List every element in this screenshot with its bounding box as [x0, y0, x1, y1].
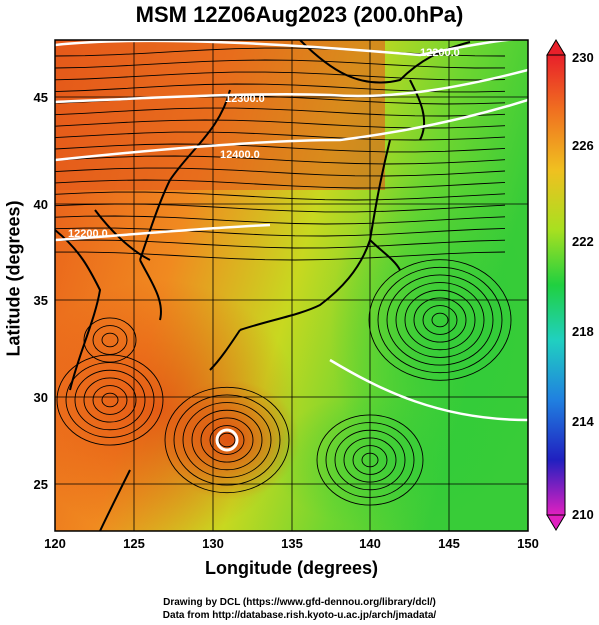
streamline [55, 191, 506, 201]
vortex-streamline [92, 385, 128, 415]
colorbar-bottom-arrow [546, 514, 566, 531]
contour-label-2: 12300.0 [225, 93, 265, 105]
contour-label-1: 12200.0 [420, 47, 460, 59]
vortex-streamline [361, 452, 379, 468]
plot-frame [54, 39, 529, 532]
map-title: MSM 12Z06Aug2023 (200.0hPa) [135, 2, 464, 27]
vortex-streamline [200, 417, 254, 463]
y-tick-label: 45 [34, 90, 48, 105]
colorbar-tick: 210 [572, 507, 594, 522]
x-tick-label: 140 [359, 536, 381, 551]
vortex-streamline [352, 445, 388, 475]
vortex-streamline [74, 369, 146, 431]
y-tick-label: 30 [34, 390, 48, 405]
colorbar-tick: 230 [572, 50, 594, 65]
colorbar-tick: 218 [572, 324, 594, 339]
streamline [55, 119, 506, 129]
height-contours [55, 40, 528, 422]
x-tick-label: 135 [281, 536, 303, 551]
vortex-streamline [334, 429, 406, 491]
streamline [55, 143, 506, 153]
streamline [55, 251, 506, 261]
y-tick-label: 40 [34, 197, 48, 212]
streamline [55, 107, 506, 117]
x-tick-label: 130 [202, 536, 224, 551]
vortex-streamline [173, 394, 281, 486]
y-tick-label: 35 [34, 293, 48, 308]
streamline [55, 71, 506, 81]
plot-area: 12200.0 12300.0 12400.0 12200.0 [55, 40, 528, 531]
x-axis-ticks: 120 125 130 135 140 145 150 [44, 536, 539, 551]
x-tick-label: 125 [123, 536, 145, 551]
x-tick-label: 145 [438, 536, 460, 551]
streamline [55, 227, 506, 237]
streamline [55, 59, 506, 69]
colorbar-tick: 222 [572, 234, 594, 249]
vortex-streamline [92, 325, 128, 355]
vortex-streamline [422, 305, 458, 335]
vortex-streamline [386, 274, 494, 366]
streamline [55, 167, 506, 177]
vortex-streamline [413, 297, 467, 343]
typhoon-center-ring [215, 428, 239, 452]
vortex-streamline [368, 259, 512, 381]
y-tick-label: 25 [34, 477, 48, 492]
streamlines [55, 47, 512, 506]
vortex-streamline [343, 437, 397, 483]
vortex-streamline [56, 354, 164, 446]
vortex-streamline [191, 409, 263, 471]
colorbar-tick: 214 [572, 414, 594, 429]
credit-drawing: Drawing by DCL (https://www.gfd-dennou.o… [163, 597, 436, 608]
colorbar: 230 226 222 218 214 210 [546, 39, 594, 531]
vortex-streamline [218, 432, 236, 448]
contour-label-4: 12200.0 [68, 228, 108, 240]
vortex-streamline [404, 289, 476, 351]
streamline [55, 203, 506, 213]
vortex-streamline [325, 422, 415, 498]
vortex-streamline [83, 377, 137, 423]
y-axis-ticks: 25 30 35 40 45 [34, 90, 48, 492]
y-axis-title: Latitude (degrees) [3, 200, 24, 357]
vortex-streamline [83, 317, 137, 363]
streamline [55, 215, 506, 225]
x-axis-title: Longitude (degrees) [204, 558, 378, 578]
vortex-streamline [182, 402, 272, 478]
vortex-streamline [431, 312, 449, 328]
streamline [55, 155, 506, 165]
vortex-streamline [101, 392, 119, 408]
contour-label-3: 12400.0 [220, 149, 260, 161]
colorbar-top-arrow [546, 39, 566, 56]
x-tick-label: 150 [517, 536, 539, 551]
vortex-streamline [65, 362, 155, 438]
colorbar-tick: 226 [572, 138, 594, 153]
streamline [55, 239, 506, 249]
streamline [55, 179, 506, 189]
vortex-streamline [164, 386, 290, 494]
vortex-streamline [316, 414, 424, 506]
colorbar-bar [546, 54, 566, 516]
credit-data: Data from http://database.rish.kyoto-u.a… [162, 610, 437, 621]
vortex-streamline [395, 282, 485, 358]
vortex-streamline [209, 425, 245, 455]
vortex-streamline [101, 332, 119, 348]
vortex-streamline [377, 266, 503, 374]
x-tick-label: 120 [44, 536, 66, 551]
streamline [55, 131, 506, 141]
